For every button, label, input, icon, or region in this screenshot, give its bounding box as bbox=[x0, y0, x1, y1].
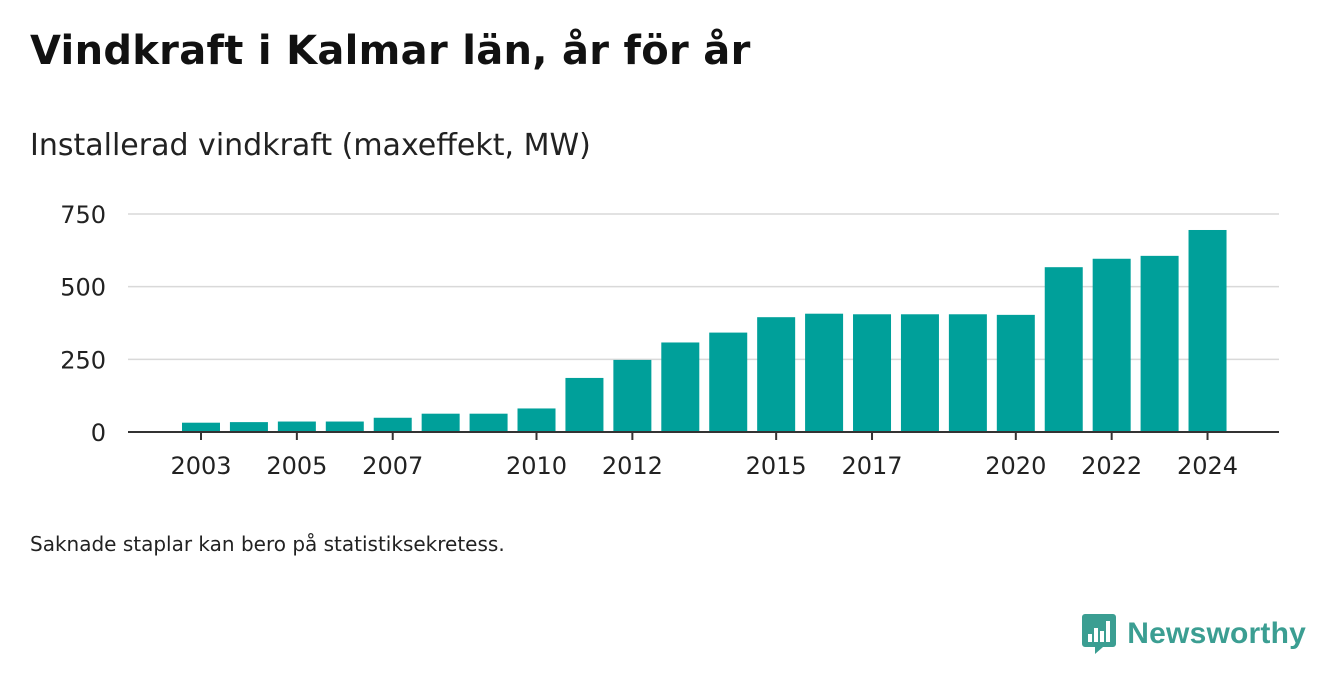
newsworthy-logo-icon bbox=[1082, 614, 1117, 654]
y-tick-label: 500 bbox=[60, 274, 106, 302]
x-tick-label: 2012 bbox=[602, 452, 663, 480]
brand-name: Newsworthy bbox=[1127, 617, 1306, 650]
bar-2017 bbox=[853, 314, 892, 432]
x-tick-label: 2003 bbox=[170, 452, 231, 480]
x-tick-label: 2005 bbox=[266, 452, 327, 480]
x-tick-label: 2017 bbox=[841, 452, 902, 480]
bar-2021 bbox=[1044, 267, 1083, 432]
bar-2007 bbox=[373, 417, 412, 432]
bar-2022 bbox=[1092, 258, 1131, 432]
x-tick-label: 2007 bbox=[362, 452, 423, 480]
bar-2012 bbox=[613, 359, 652, 432]
bar-2019 bbox=[948, 314, 987, 432]
y-tick-label: 0 bbox=[91, 419, 106, 447]
bar-2015 bbox=[757, 317, 796, 432]
bar-2013 bbox=[661, 342, 700, 432]
y-axis: 0 250 500 750 bbox=[60, 201, 106, 447]
brand[interactable]: Newsworthy bbox=[1081, 611, 1306, 657]
bar-2005 bbox=[277, 421, 316, 432]
bar-2010 bbox=[517, 408, 556, 432]
bar-2006 bbox=[325, 421, 364, 432]
bars bbox=[182, 229, 1227, 432]
x-tick-label: 2020 bbox=[985, 452, 1046, 480]
bar-2004 bbox=[229, 422, 268, 432]
bar-2023 bbox=[1140, 255, 1179, 432]
x-tick-label: 2022 bbox=[1081, 452, 1142, 480]
x-tick-label: 2024 bbox=[1177, 452, 1238, 480]
x-tick-label: 2010 bbox=[506, 452, 567, 480]
bar-2014 bbox=[709, 332, 748, 432]
x-tick-label: 2015 bbox=[746, 452, 807, 480]
gridlines bbox=[128, 213, 1279, 361]
bar-2008 bbox=[421, 413, 460, 432]
bar-2024 bbox=[1188, 229, 1227, 432]
x-axis: 2003 2005 2007 2010 2012 2015 2017 2020 2022 2024 bbox=[170, 432, 1238, 480]
y-tick-label: 750 bbox=[60, 201, 106, 229]
bar-2011 bbox=[565, 377, 604, 432]
bar-2009 bbox=[469, 413, 508, 432]
bar-2020 bbox=[996, 314, 1035, 432]
chart-title: Vindkraft i Kalmar län, år för år bbox=[30, 28, 751, 74]
chart-subtitle: Installerad vindkraft (maxeffekt, MW) bbox=[30, 128, 591, 163]
bar-2018 bbox=[900, 314, 939, 432]
bar-2016 bbox=[805, 313, 844, 432]
y-tick-label: 250 bbox=[60, 346, 106, 374]
bar-2003 bbox=[182, 422, 220, 432]
footnote: Saknade staplar kan bero på statistiksek… bbox=[30, 532, 505, 556]
